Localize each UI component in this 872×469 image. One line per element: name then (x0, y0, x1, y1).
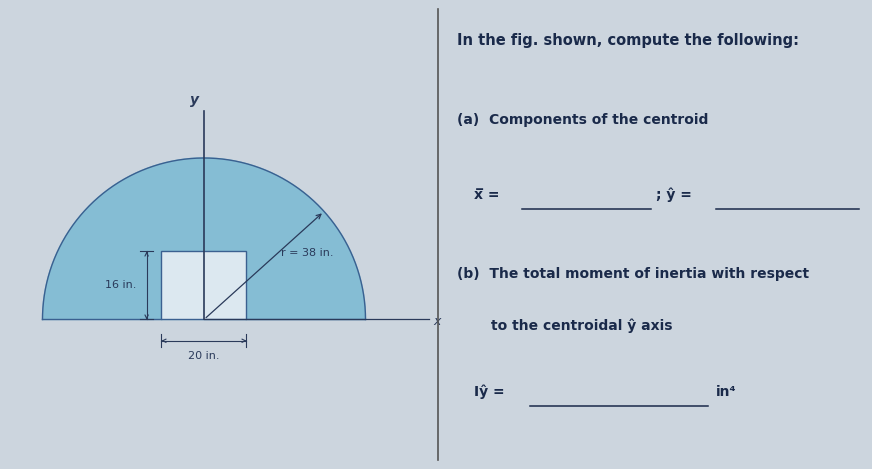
Text: 20 in.: 20 in. (188, 351, 220, 362)
Text: x: x (433, 315, 441, 328)
Polygon shape (43, 158, 365, 319)
Text: y: y (190, 93, 199, 107)
Text: r = 38 in.: r = 38 in. (281, 248, 333, 258)
Bar (161, 251, 247, 319)
Text: x̅ =: x̅ = (474, 188, 500, 202)
Text: in⁴: in⁴ (716, 385, 737, 399)
Text: ; ŷ =: ; ŷ = (656, 188, 691, 202)
Text: (a)  Components of the centroid: (a) Components of the centroid (457, 113, 708, 127)
Text: Iŷ =: Iŷ = (474, 385, 505, 399)
Text: In the fig. shown, compute the following:: In the fig. shown, compute the following… (457, 33, 799, 48)
Text: (b)  The total moment of inertia with respect: (b) The total moment of inertia with res… (457, 267, 809, 281)
Text: to the centroidal ŷ axis: to the centroidal ŷ axis (492, 319, 673, 333)
Text: 16 in.: 16 in. (105, 280, 136, 290)
